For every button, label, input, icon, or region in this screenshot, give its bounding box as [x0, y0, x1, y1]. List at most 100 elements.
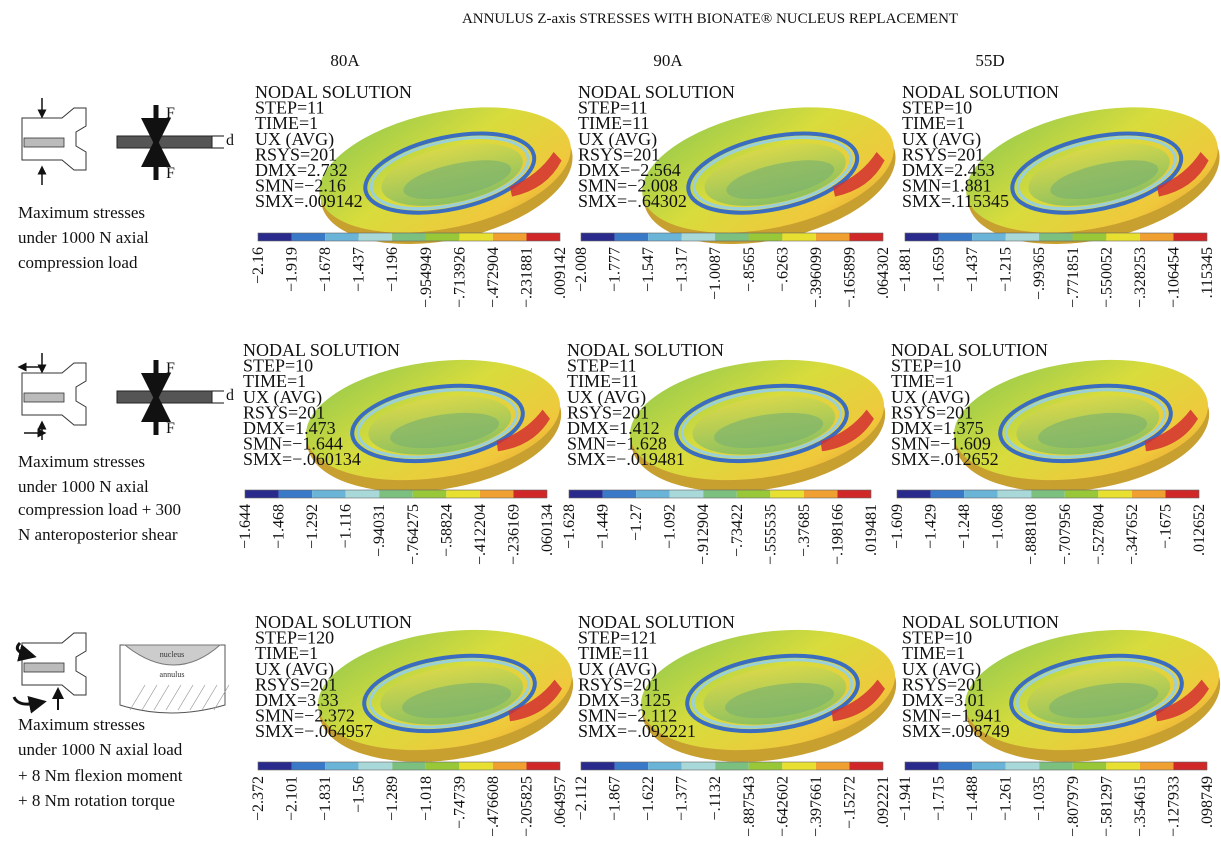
colorbar-segment [770, 490, 804, 498]
scale-label: −.707956 [1057, 504, 1074, 565]
scale-label: −.99365 [1031, 247, 1048, 300]
colorbar-segment [526, 762, 560, 770]
colorbar-segment [636, 490, 670, 498]
colorbar-segment [1039, 762, 1073, 770]
column-header: 55D [975, 51, 1004, 70]
row: Maximum stressesunder 1000 N axial load+… [14, 612, 1221, 837]
scale-label: −.1132 [707, 776, 724, 820]
scale-label: −.354615 [1132, 776, 1149, 837]
force-label: F [166, 165, 175, 182]
scale-label: −.397661 [808, 776, 825, 837]
colorbar-segment [1073, 762, 1107, 770]
scale-label: −1.092 [662, 504, 679, 549]
scale-label: −.807979 [1065, 776, 1082, 837]
scale-label: −.396099 [808, 247, 825, 308]
scale-label: −1.437 [351, 247, 368, 292]
scale-label: −.764275 [405, 504, 422, 565]
result-panel: NODAL SOLUTIONSTEP=10TIME=1UX (AVG)RSYS=… [889, 340, 1217, 565]
colorbar-segment [1173, 233, 1207, 241]
colorbar-segment [359, 233, 393, 241]
scale-label: −.15272 [841, 776, 858, 829]
colorbar-segment [897, 490, 931, 498]
disc-sketch [24, 393, 64, 402]
force-label: F [166, 420, 175, 437]
scale-label: −.6263 [774, 247, 791, 292]
scale-label: −.58824 [438, 504, 455, 557]
colorbar-segment [459, 233, 493, 241]
scale-label: .064957 [552, 776, 569, 828]
scale-label: −1.609 [889, 504, 906, 549]
colorbar-segment [1031, 490, 1065, 498]
scale-label: −.581297 [1098, 776, 1115, 837]
scale-label: .060134 [539, 504, 556, 556]
row-caption: N anteroposterior shear [18, 525, 178, 544]
colorbar-segment [258, 233, 292, 241]
scale-label: −.1675 [1157, 504, 1174, 549]
colorbar-segment [325, 762, 359, 770]
scale-label: −.165899 [841, 247, 858, 308]
colorbar-segment [493, 762, 527, 770]
colorbar-segment [413, 490, 447, 498]
scale-label: −1.56 [351, 776, 368, 813]
scale-label: −1.678 [317, 247, 334, 292]
colorbar-segment [816, 762, 850, 770]
result-panel: NODAL SOLUTIONSTEP=10TIME=1UX (AVG)RSYS=… [897, 82, 1221, 308]
colorbar-segment [682, 762, 716, 770]
colorbar-segment [1140, 762, 1174, 770]
colorbar-segment [615, 762, 649, 770]
scale-label: −1.248 [956, 504, 973, 549]
scale-label: −1.715 [931, 776, 948, 821]
colorbar-segment [972, 762, 1006, 770]
scale-label: −2.112 [573, 776, 590, 820]
colorbar-segment [603, 490, 637, 498]
dim-label: d [226, 387, 234, 404]
colorbar-segment [292, 233, 326, 241]
figure: ANNULUS Z-axis STRESSES WITH BIONATE® NU… [0, 0, 1221, 853]
colorbar-segment [426, 762, 460, 770]
colorbar-segment [782, 233, 816, 241]
colorbar-segment [513, 490, 547, 498]
colorbar-segment [682, 233, 716, 241]
solution-line: SMX=−.64302 [578, 191, 687, 211]
scale-label: −1.547 [640, 247, 657, 292]
colorbar-segment [1073, 233, 1107, 241]
result-panel: NODAL SOLUTIONSTEP=11TIME=11UX (AVG)RSYS… [561, 340, 893, 565]
colorbar-segment [737, 490, 771, 498]
annulus-plot [298, 345, 569, 507]
colorbar-segment [325, 233, 359, 241]
scale-label: −1.628 [561, 504, 578, 549]
scale-label: −.771851 [1065, 247, 1082, 308]
scale-label: −1.622 [640, 776, 657, 821]
colorbar-segment [715, 762, 749, 770]
row-caption: compression load [18, 253, 138, 272]
scale-label: .012652 [1191, 504, 1208, 556]
colorbar-segment [905, 762, 939, 770]
disc-sketch [24, 663, 64, 672]
force-label: F [166, 105, 175, 122]
colorbar-segment [648, 233, 682, 241]
colorbar-segment [392, 233, 426, 241]
scale-label: −1.261 [998, 776, 1015, 821]
colorbar-segment [703, 490, 737, 498]
scale-label: −.642602 [774, 776, 791, 837]
solution-line: SMX=−.060134 [243, 449, 361, 469]
scale-label: −.713926 [451, 247, 468, 308]
scale-label: −1.941 [897, 776, 914, 821]
scale-label: −1.0087 [707, 247, 724, 300]
result-panel: NODAL SOLUTIONSTEP=11TIME=11UX (AVG)RSYS… [573, 82, 908, 308]
scale-label: −.472904 [485, 247, 502, 308]
colorbar-segment [1106, 233, 1140, 241]
scale-label: −1.27 [628, 504, 645, 541]
scale-label: −.328253 [1132, 247, 1149, 308]
specimen [117, 136, 212, 148]
colorbar-segment [972, 233, 1006, 241]
column-header: 90A [653, 51, 683, 70]
row: Maximum stressesunder 1000 N axialcompre… [18, 82, 1221, 308]
scale-label: −1.018 [418, 776, 435, 821]
scale-label: −2.008 [573, 247, 590, 292]
colorbar-segment [446, 490, 480, 498]
colorbar-segment [849, 233, 883, 241]
scale-label: .009142 [552, 247, 569, 299]
colorbar-segment [931, 490, 965, 498]
